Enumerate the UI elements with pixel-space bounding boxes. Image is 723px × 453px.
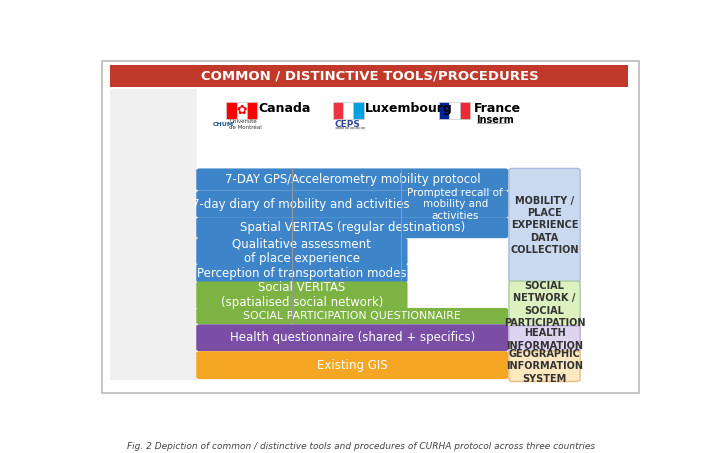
FancyBboxPatch shape <box>196 324 508 351</box>
FancyBboxPatch shape <box>196 191 405 217</box>
Text: CHUM: CHUM <box>213 121 234 127</box>
Text: Perception of transportation modes: Perception of transportation modes <box>197 266 406 280</box>
Text: GEOGRAPHIC
INFORMATION
SYSTEM: GEOGRAPHIC INFORMATION SYSTEM <box>506 349 583 384</box>
Text: Spatial VERITAS (regular destinations): Spatial VERITAS (regular destinations) <box>240 221 465 234</box>
FancyBboxPatch shape <box>509 326 580 354</box>
Text: Canada: Canada <box>259 102 311 115</box>
FancyBboxPatch shape <box>196 264 408 283</box>
Text: Social VERITAS
(spatialised social network): Social VERITAS (spatialised social netwo… <box>221 281 383 309</box>
Text: Health questionnaire (shared + specifics): Health questionnaire (shared + specifics… <box>230 331 475 344</box>
Bar <box>450 102 460 119</box>
FancyBboxPatch shape <box>196 281 408 309</box>
Text: 7-DAY GPS/Accelerometry mobility protocol: 7-DAY GPS/Accelerometry mobility protoco… <box>225 173 480 186</box>
FancyBboxPatch shape <box>196 169 508 191</box>
Text: France: France <box>474 102 521 115</box>
FancyBboxPatch shape <box>509 351 580 381</box>
Text: Prompted recall of
mobility and
activities: Prompted recall of mobility and activiti… <box>407 188 503 221</box>
Text: SOCIAL PARTICIPATION QUESTIONNAIRE: SOCIAL PARTICIPATION QUESTIONNAIRE <box>244 311 461 321</box>
FancyBboxPatch shape <box>196 217 508 238</box>
FancyBboxPatch shape <box>196 308 508 324</box>
Bar <box>247 102 257 119</box>
Text: Inserm: Inserm <box>476 115 513 125</box>
FancyBboxPatch shape <box>196 238 408 265</box>
Bar <box>354 102 364 119</box>
Bar <box>343 102 354 119</box>
Text: ✿: ✿ <box>236 104 247 117</box>
Text: Université
de Montréal: Université de Montréal <box>229 119 262 130</box>
Text: Fig. 2 Depiction of common / distinctive tools and procedures of CURHA protocol : Fig. 2 Depiction of common / distinctive… <box>127 442 596 451</box>
FancyBboxPatch shape <box>402 191 508 217</box>
FancyBboxPatch shape <box>509 281 580 328</box>
Text: MOBILITY /
PLACE
EXPERIENCE
DATA
COLLECTION: MOBILITY / PLACE EXPERIENCE DATA COLLECT… <box>510 196 579 255</box>
Bar <box>110 89 197 381</box>
Bar <box>110 65 628 87</box>
Text: SOCIAL
NETWORK /
SOCIAL
PARTICIPATION: SOCIAL NETWORK / SOCIAL PARTICIPATION <box>504 281 585 328</box>
Text: Luxembourg: Luxembourg <box>365 102 453 115</box>
FancyBboxPatch shape <box>196 351 508 379</box>
Bar <box>333 102 343 119</box>
Bar <box>439 102 450 119</box>
Text: Qualitative assessment
of place experience: Qualitative assessment of place experien… <box>233 237 372 265</box>
Text: ▬▬▬▬▬▬: ▬▬▬▬▬▬ <box>334 126 366 131</box>
Bar <box>236 102 247 119</box>
Text: 7-day diary of mobility and activities: 7-day diary of mobility and activities <box>192 198 409 211</box>
FancyBboxPatch shape <box>101 61 640 393</box>
Text: Existing GIS: Existing GIS <box>317 359 388 371</box>
FancyBboxPatch shape <box>509 169 580 283</box>
Text: ─────────: ───────── <box>476 121 510 127</box>
Bar <box>226 102 236 119</box>
Text: HEALTH
INFORMATION: HEALTH INFORMATION <box>506 328 583 351</box>
Text: COMMON / DISTINCTIVE TOOLS/PROCEDURES: COMMON / DISTINCTIVE TOOLS/PROCEDURES <box>200 70 539 83</box>
Text: CEPS: CEPS <box>334 120 360 129</box>
Bar <box>460 102 470 119</box>
